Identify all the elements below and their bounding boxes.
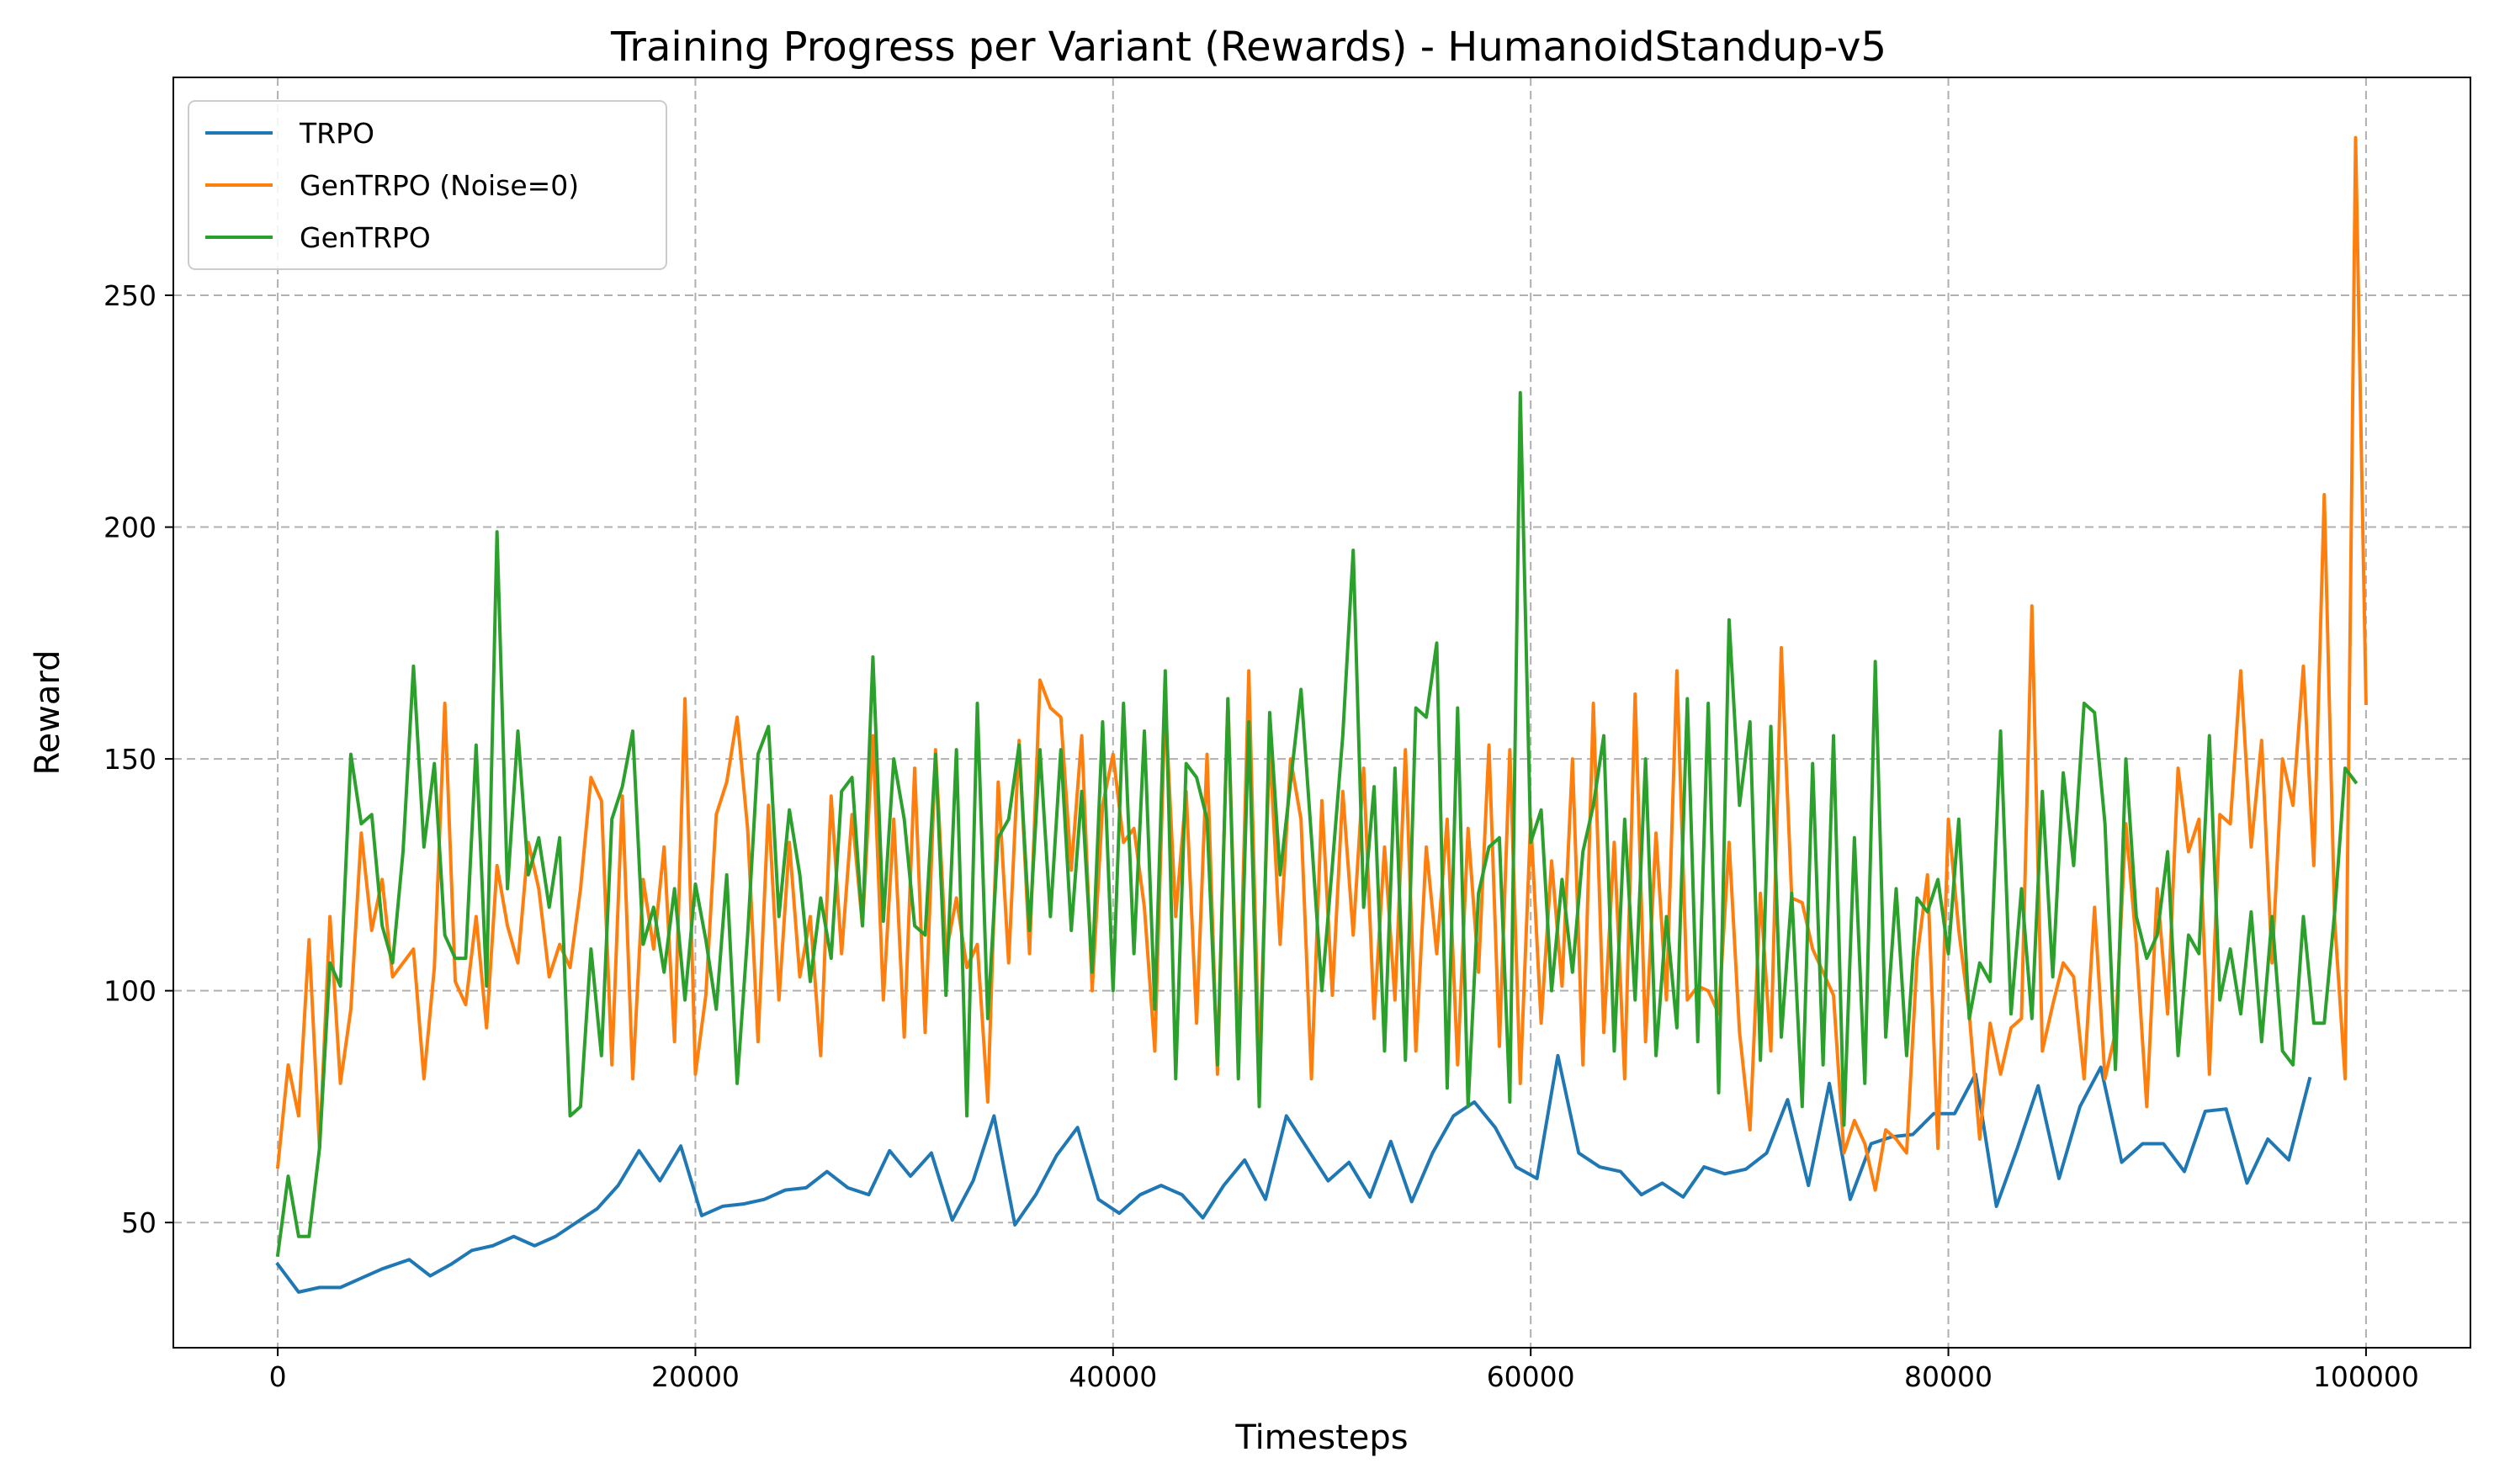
chart-title: Training Progress per Variant (Rewards) … <box>610 24 1886 71</box>
x-axis-title: Timesteps <box>1234 1418 1408 1457</box>
legend: TRPO GenTRPO (Noise=0) GenTRPO <box>188 100 667 270</box>
y-tick-label: 50 <box>121 1206 157 1239</box>
legend-label: TRPO <box>299 117 374 150</box>
x-tick-label: 80000 <box>1904 1360 1993 1393</box>
legend-label: GenTRPO (Noise=0) <box>300 169 579 202</box>
series-line-trpo <box>275 1053 2312 1294</box>
x-tick-label: 100000 <box>2313 1360 2419 1393</box>
grid <box>173 77 2470 1348</box>
series-line-gentrpo-noise-0 <box>275 135 2368 1192</box>
legend-label: GenTRPO <box>300 221 431 254</box>
series-lines <box>275 135 2368 1294</box>
y-axis-title: Reward <box>29 650 67 776</box>
series-line-gentrpo <box>275 390 2359 1258</box>
legend-box <box>188 100 667 270</box>
x-tick-label: 40000 <box>1069 1360 1157 1393</box>
x-tick-label: 0 <box>269 1360 287 1393</box>
axis-ticks: 0 20000 40000 60000 80000 100000 50 100 150 200 25… <box>103 279 2419 1393</box>
y-tick-label: 100 <box>103 975 157 1008</box>
y-tick-label: 150 <box>103 743 157 776</box>
x-tick-label: 60000 <box>1487 1360 1575 1393</box>
y-tick-label: 200 <box>103 511 157 544</box>
plot-area-frame <box>172 77 2471 1349</box>
y-tick-label: 250 <box>103 279 157 312</box>
x-tick-label: 20000 <box>651 1360 740 1393</box>
